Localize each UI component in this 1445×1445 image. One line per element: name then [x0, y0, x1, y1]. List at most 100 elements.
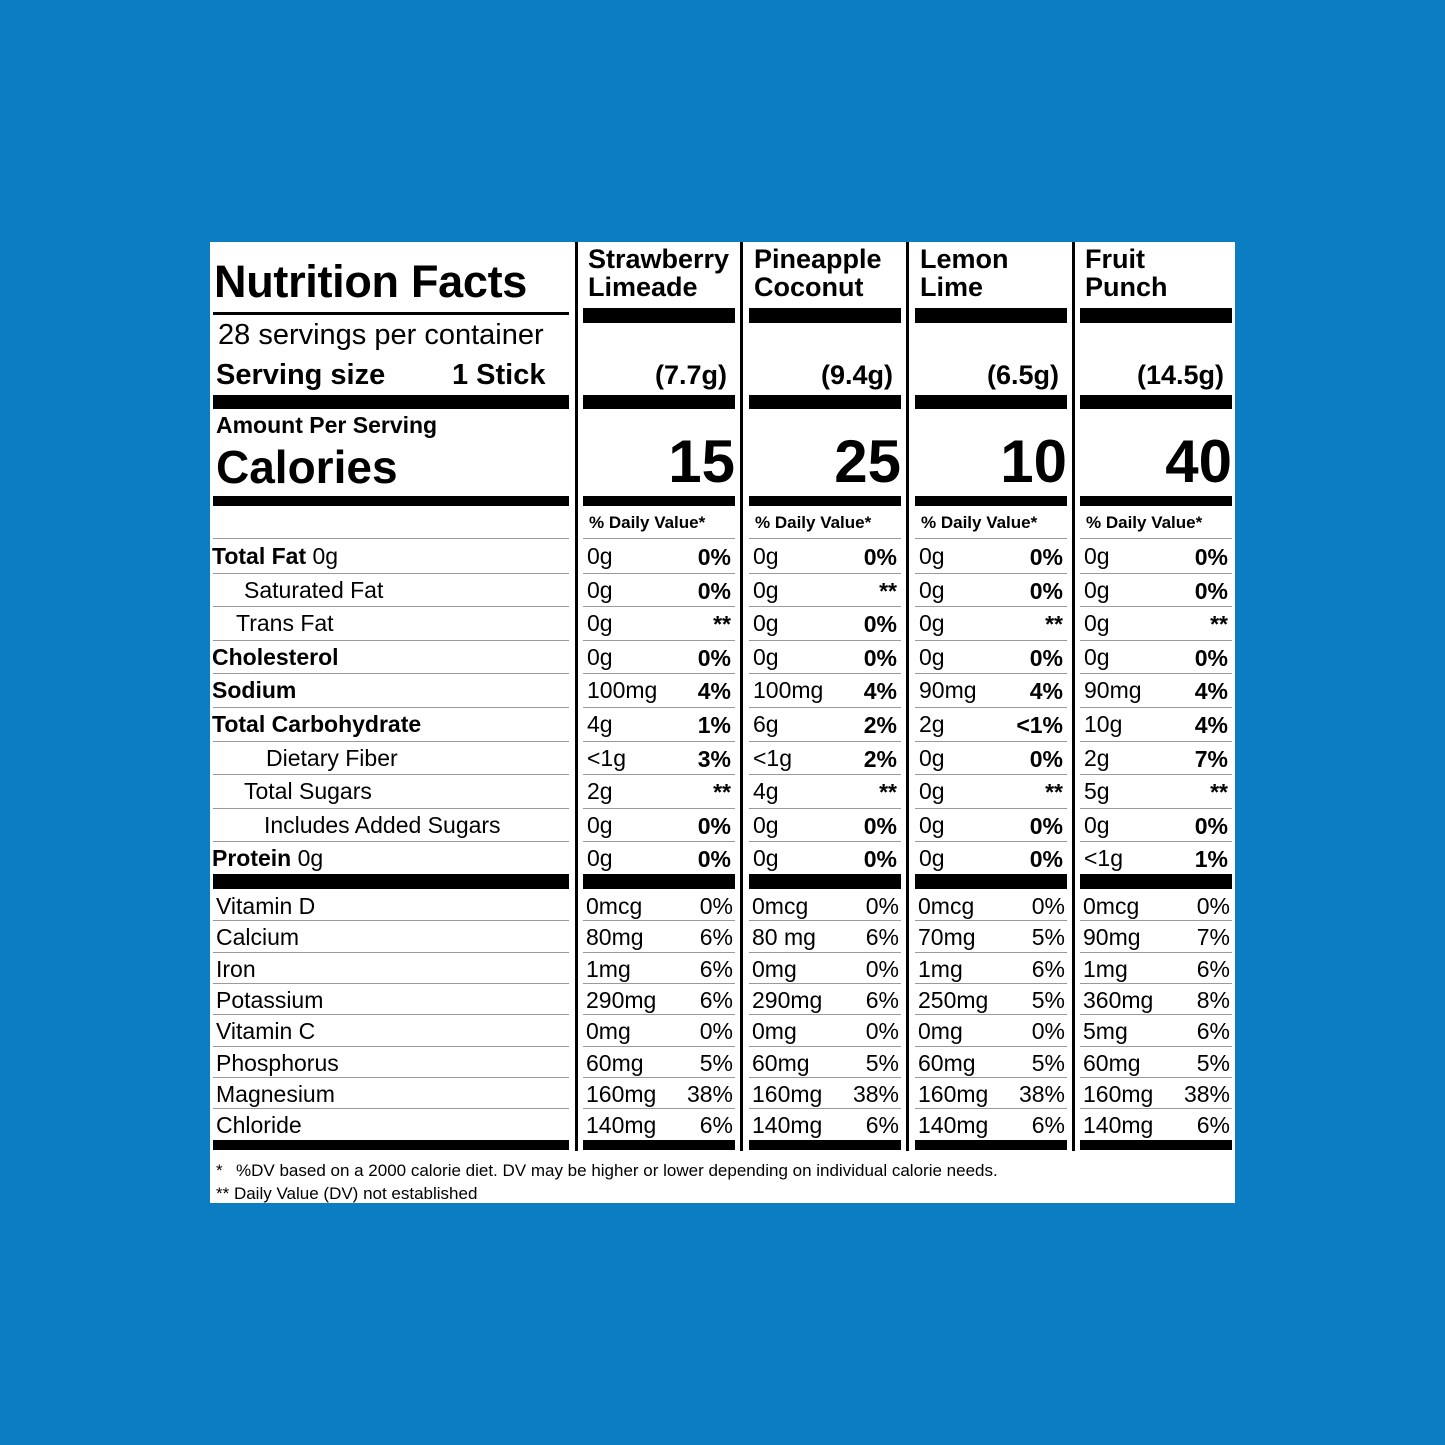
bottom-divider	[1080, 1140, 1232, 1150]
nutrient-daily-value: 4%	[1029, 678, 1063, 705]
nutrient-amount: 0g	[919, 845, 945, 872]
nutrient-amount: 0g	[919, 744, 945, 771]
serving-weight: (6.5g)	[986, 360, 1059, 390]
nutrient-daily-value: 1%	[1194, 846, 1228, 873]
vitamin-daily-value: 38%	[852, 1080, 899, 1107]
nutrient-daily-value: 0%	[1029, 846, 1063, 873]
vitamin-amount: 60mg	[752, 1049, 810, 1076]
nutrient-row-label: Includes Added Sugars	[264, 813, 501, 837]
nutrient-daily-value: **	[879, 779, 897, 806]
row-rule	[213, 982, 569, 984]
calories-value: 25	[834, 428, 901, 495]
row-rule	[213, 1045, 569, 1047]
vitamin-daily-value: 6%	[699, 1112, 733, 1139]
nutrient-row-label: Total Sugars	[244, 780, 372, 803]
label-title: Nutrition Facts	[214, 256, 528, 307]
nutrient-daily-value: 0%	[1194, 812, 1228, 839]
divider	[1080, 496, 1232, 506]
nutrient-daily-value: 0%	[697, 812, 731, 839]
serving-weight: (14.5g)	[1136, 360, 1224, 390]
row-rule	[915, 740, 1067, 742]
row-rule	[213, 673, 569, 675]
row-rule	[583, 639, 735, 641]
vitamin-daily-value: 5%	[1196, 1049, 1230, 1076]
nutrient-amount: 4g	[753, 778, 779, 805]
nutrient-row-label: Total Fat 0g	[212, 545, 338, 568]
vitamin-amount: 0mg	[752, 1018, 797, 1045]
row-rule	[1080, 920, 1232, 922]
nutrient-amount: 0g	[753, 543, 779, 569]
nutrient-daily-value: 0%	[1029, 644, 1063, 671]
row-rule	[915, 707, 1067, 708]
nutrient-amount: 2g	[587, 778, 613, 805]
nutrient-row-label: Sodium	[212, 679, 296, 702]
vitamin-amount: 60mg	[1083, 1049, 1141, 1076]
row-rule	[1080, 1108, 1232, 1110]
nutrient-daily-value: 0%	[1194, 544, 1228, 570]
thick-divider	[749, 874, 901, 889]
vitamin-daily-value: 0%	[699, 893, 733, 919]
row-rule	[749, 920, 901, 922]
nutrient-name: Total Carbohydrate	[212, 711, 422, 737]
vitamin-daily-value: 6%	[865, 1112, 899, 1139]
thick-divider	[583, 874, 735, 889]
vitamin-daily-value: 6%	[699, 986, 733, 1013]
row-rule	[749, 1076, 901, 1078]
vitamin-daily-value: 38%	[1018, 1080, 1065, 1107]
row-rule	[1080, 1014, 1232, 1016]
vitamin-daily-value: 5%	[865, 1049, 899, 1076]
nutrient-daily-value: **	[713, 779, 731, 806]
nutrient-row-label: Protein 0g	[212, 847, 323, 870]
row-rule	[1080, 740, 1232, 742]
nutrient-amount: 100mg	[587, 677, 658, 704]
row-rule	[583, 572, 735, 574]
vitamin-amount: 60mg	[918, 1049, 976, 1076]
nutrient-daily-value: 2%	[863, 712, 897, 738]
row-rule	[583, 841, 735, 843]
nutrient-amount: 90mg	[1084, 677, 1142, 704]
vitamin-amount: 90mg	[1083, 924, 1141, 951]
vitamin-amount: 0mcg	[918, 893, 975, 919]
row-rule	[915, 572, 1067, 574]
row-rule	[749, 1108, 901, 1110]
row-rule	[749, 673, 901, 675]
row-rule	[915, 920, 1067, 922]
row-rule	[1080, 572, 1232, 574]
row-rule	[583, 920, 735, 922]
vitamin-amount: 140mg	[752, 1112, 823, 1139]
row-rule	[1080, 538, 1232, 539]
row-rule	[915, 1014, 1067, 1016]
row-rule	[915, 606, 1067, 608]
vitamin-daily-value: 6%	[1031, 955, 1065, 982]
vitamin-amount: 0mg	[918, 1018, 963, 1045]
nutrient-name: Protein	[212, 845, 292, 872]
nutrient-amount: 0g	[1084, 811, 1110, 838]
row-rule	[749, 572, 901, 574]
nutrient-daily-value: 0%	[1194, 644, 1228, 671]
row-rule	[583, 1108, 735, 1110]
nutrient-row-label: Dietary Fiber	[266, 746, 398, 770]
nutrient-amount: 0g	[753, 643, 779, 670]
nutrient-amount: 0g	[1084, 543, 1110, 569]
nutrient-amount: 0g	[587, 845, 613, 872]
row-rule	[213, 740, 569, 742]
row-rule	[213, 707, 569, 708]
nutrient-daily-value: **	[1045, 611, 1063, 638]
vitamin-amount: 160mg	[1083, 1080, 1154, 1107]
nutrient-amount: 0g	[1084, 610, 1110, 637]
vitamin-amount: 1mg	[586, 955, 631, 982]
vitamin-amount: 140mg	[586, 1112, 657, 1139]
row-rule	[583, 740, 735, 742]
flavor-column: Strawberry Limeade (7.7g) 15 % Daily Value*…	[583, 242, 735, 1151]
nutrient-amount: <1g	[587, 744, 627, 771]
nutrient-amount: 0g	[587, 610, 613, 637]
row-rule	[583, 538, 735, 539]
nutrient-name: Saturated Fat	[244, 576, 384, 603]
nutrient-daily-value: 0%	[1029, 577, 1063, 604]
vitamin-amount: 60mg	[586, 1049, 644, 1076]
row-rule	[213, 774, 569, 776]
nutrient-daily-value: 0%	[863, 544, 897, 570]
nutrient-name: Cholesterol	[212, 643, 339, 670]
vitamin-daily-value: 7%	[1196, 924, 1230, 951]
vitamin-daily-value: 6%	[699, 924, 733, 951]
